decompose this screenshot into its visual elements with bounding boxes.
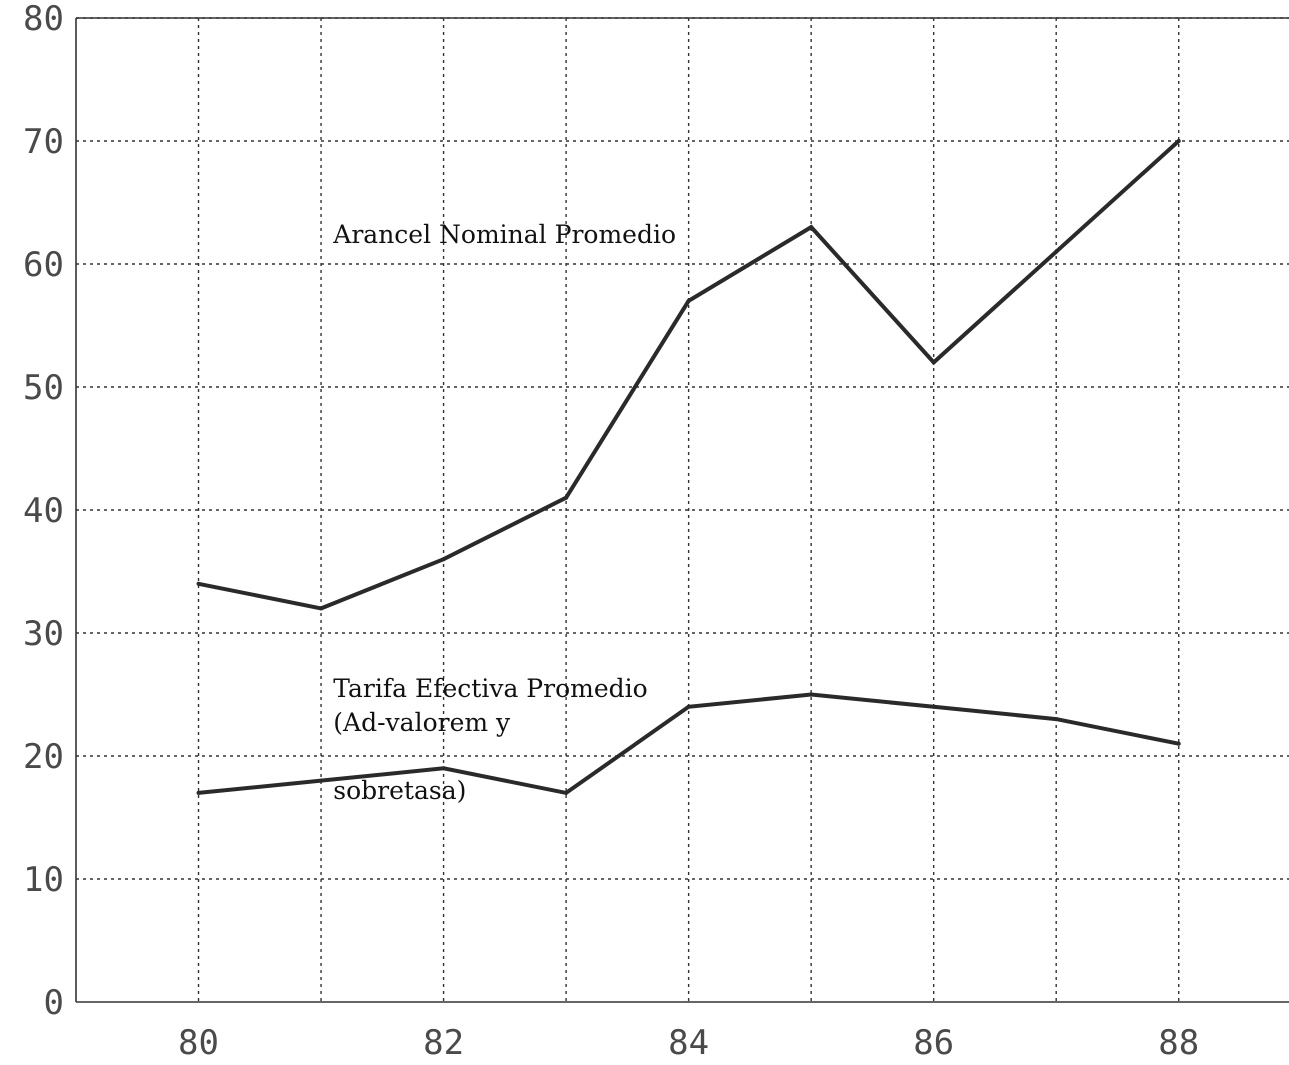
data-point [319,778,324,783]
x-tick-label: 86 [913,1023,954,1063]
data-point [441,766,446,771]
axes [75,17,1289,1003]
y-tick-label: 60 [23,245,64,285]
y-tick-labels: 0 10 20 30 40 50 60 70 80 [23,0,64,1023]
data-point [564,790,569,795]
data-point [931,360,936,365]
series-label-2: sobretasa) [333,776,466,805]
data-point [319,606,324,611]
series-label-1: Arancel Nominal Promedio [332,220,676,249]
data-point [196,790,201,795]
x-tick-label: 84 [668,1023,709,1063]
data-point [931,704,936,709]
x-tick-label: 88 [1158,1023,1199,1063]
series-label-2: (Ad-valorem y [333,708,511,737]
data-point [809,225,814,230]
y-tick-label: 50 [23,368,64,408]
data-point [686,298,691,303]
series-labels: Arancel Nominal Promedio Tarifa Efectiva … [332,220,676,805]
data-point [1054,717,1059,722]
y-tick-label: 0 [44,983,64,1023]
series-label-2: Tarifa Efectiva Promedio [333,674,647,703]
data-point [564,495,569,500]
data-point [441,557,446,562]
data-point [1176,741,1181,746]
data-point [686,704,691,709]
data-point [1054,249,1059,254]
y-tick-label: 30 [23,614,64,654]
x-tick-label: 80 [178,1023,219,1063]
x-tick-label: 82 [423,1023,464,1063]
series-lines [196,139,1181,796]
y-tick-label: 10 [23,860,64,900]
y-tick-label: 70 [23,122,64,162]
data-point [809,692,814,697]
data-point [196,581,201,586]
y-tick-label: 40 [23,491,64,531]
x-tick-labels: 80 82 84 86 88 [178,1023,1199,1063]
y-tick-label: 20 [23,737,64,777]
y-tick-label: 80 [23,0,64,39]
data-point [1176,139,1181,143]
grid-lines [76,17,1289,1002]
